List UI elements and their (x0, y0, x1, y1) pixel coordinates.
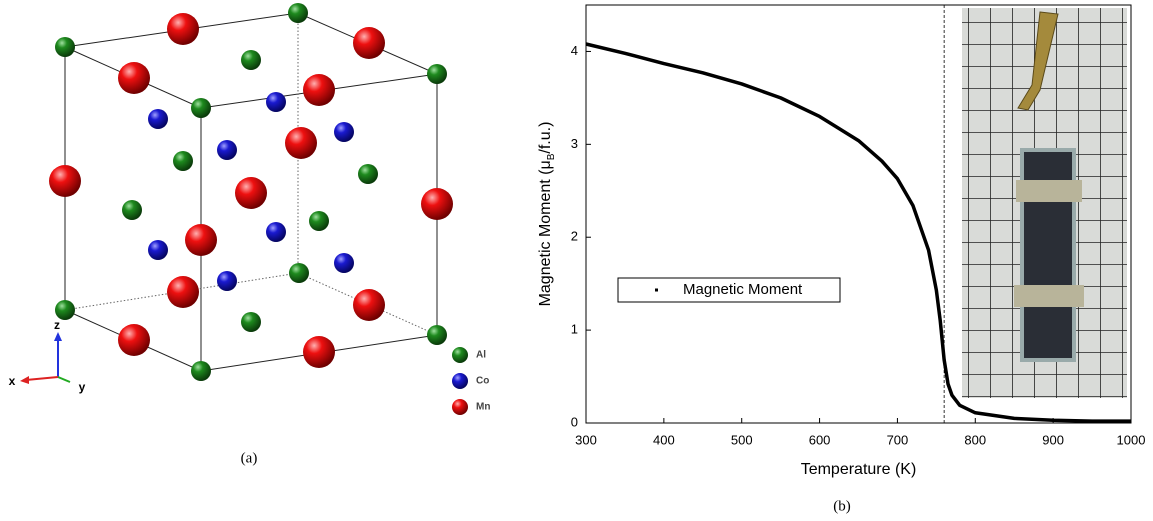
y-axis-label: Magnetic Moment (μB/f.u.) (537, 122, 557, 307)
atom (173, 151, 193, 171)
atom (235, 177, 267, 209)
plot: 300 400 500 600 700 800 900 1000 0 1 2 3 4 Temperatur… (537, 5, 1145, 514)
z-arrowhead (54, 332, 62, 341)
x-tick-label: 400 (653, 432, 675, 447)
photo-clip (1016, 180, 1082, 202)
atom (266, 92, 286, 112)
atom (167, 13, 199, 45)
legend-label: Magnetic Moment (683, 281, 803, 298)
atom (148, 240, 168, 260)
atom (289, 263, 309, 283)
atom (148, 109, 168, 129)
legend-label: Al (476, 350, 486, 361)
atom (118, 62, 150, 94)
axis-label: x (9, 374, 16, 388)
axis-label: y (79, 380, 86, 394)
x-tick-label: 300 (575, 432, 597, 447)
atoms (49, 3, 453, 381)
atom (167, 276, 199, 308)
atom (191, 361, 211, 381)
x-tick-label: 500 (731, 432, 753, 447)
data-line (585, 42, 1131, 423)
atom (427, 325, 447, 345)
plot-frame (585, 4, 1132, 424)
atom (353, 289, 385, 321)
y-tick-label: 3 (571, 136, 578, 151)
atom (303, 74, 335, 106)
y-tick-label: 1 (571, 322, 578, 337)
y-arrow (57, 376, 71, 383)
x-tick-label: 600 (809, 432, 831, 447)
photo-clip (1014, 285, 1084, 307)
atom (309, 211, 329, 231)
legend-marker (655, 288, 658, 292)
x-arrow (25, 376, 59, 381)
atom (334, 253, 354, 273)
atom (288, 3, 308, 23)
atom (353, 27, 385, 59)
y-axis-label-part: B (546, 153, 557, 160)
atom (358, 164, 378, 184)
y-axis-label-part: /f.u.) (537, 122, 554, 154)
atom (217, 271, 237, 291)
x-tick-label: 1000 (1117, 432, 1146, 447)
atom (191, 98, 211, 118)
sample-photo (962, 8, 1127, 398)
atom (334, 122, 354, 142)
y-tick-label: 0 (571, 414, 578, 429)
legend-atom (452, 373, 468, 389)
legend-atom (452, 347, 468, 363)
atom (421, 188, 453, 220)
axis-triad: z x y (9, 318, 86, 394)
atom (185, 224, 217, 256)
legend-label: Mn (476, 402, 490, 413)
atom (427, 64, 447, 84)
atom (285, 127, 317, 159)
atom (55, 37, 75, 57)
caption: (b) (833, 498, 851, 514)
atom (266, 222, 286, 242)
caption: (a) (241, 450, 258, 466)
atom (122, 200, 142, 220)
atom (118, 324, 150, 356)
atom (241, 312, 261, 332)
x-tick-label: 900 (1042, 432, 1064, 447)
atom (55, 300, 75, 320)
legend-label: Co (476, 376, 489, 387)
atom (49, 165, 81, 197)
x-tick-label: 800 (964, 432, 986, 447)
axis-label: z (54, 318, 60, 332)
photo-wire (1017, 11, 1059, 111)
x-axis-label: Temperature (K) (801, 461, 917, 478)
atom (217, 140, 237, 160)
y-axis-label-part: Magnetic Moment (μ (537, 160, 554, 306)
x-tick-label: 700 (887, 432, 909, 447)
legend-atom (452, 399, 468, 415)
y-tick-label: 4 (571, 43, 578, 58)
atom (303, 336, 335, 368)
atom (241, 50, 261, 70)
y-tick-label: 2 (571, 229, 578, 244)
x-arrowhead (20, 376, 29, 384)
